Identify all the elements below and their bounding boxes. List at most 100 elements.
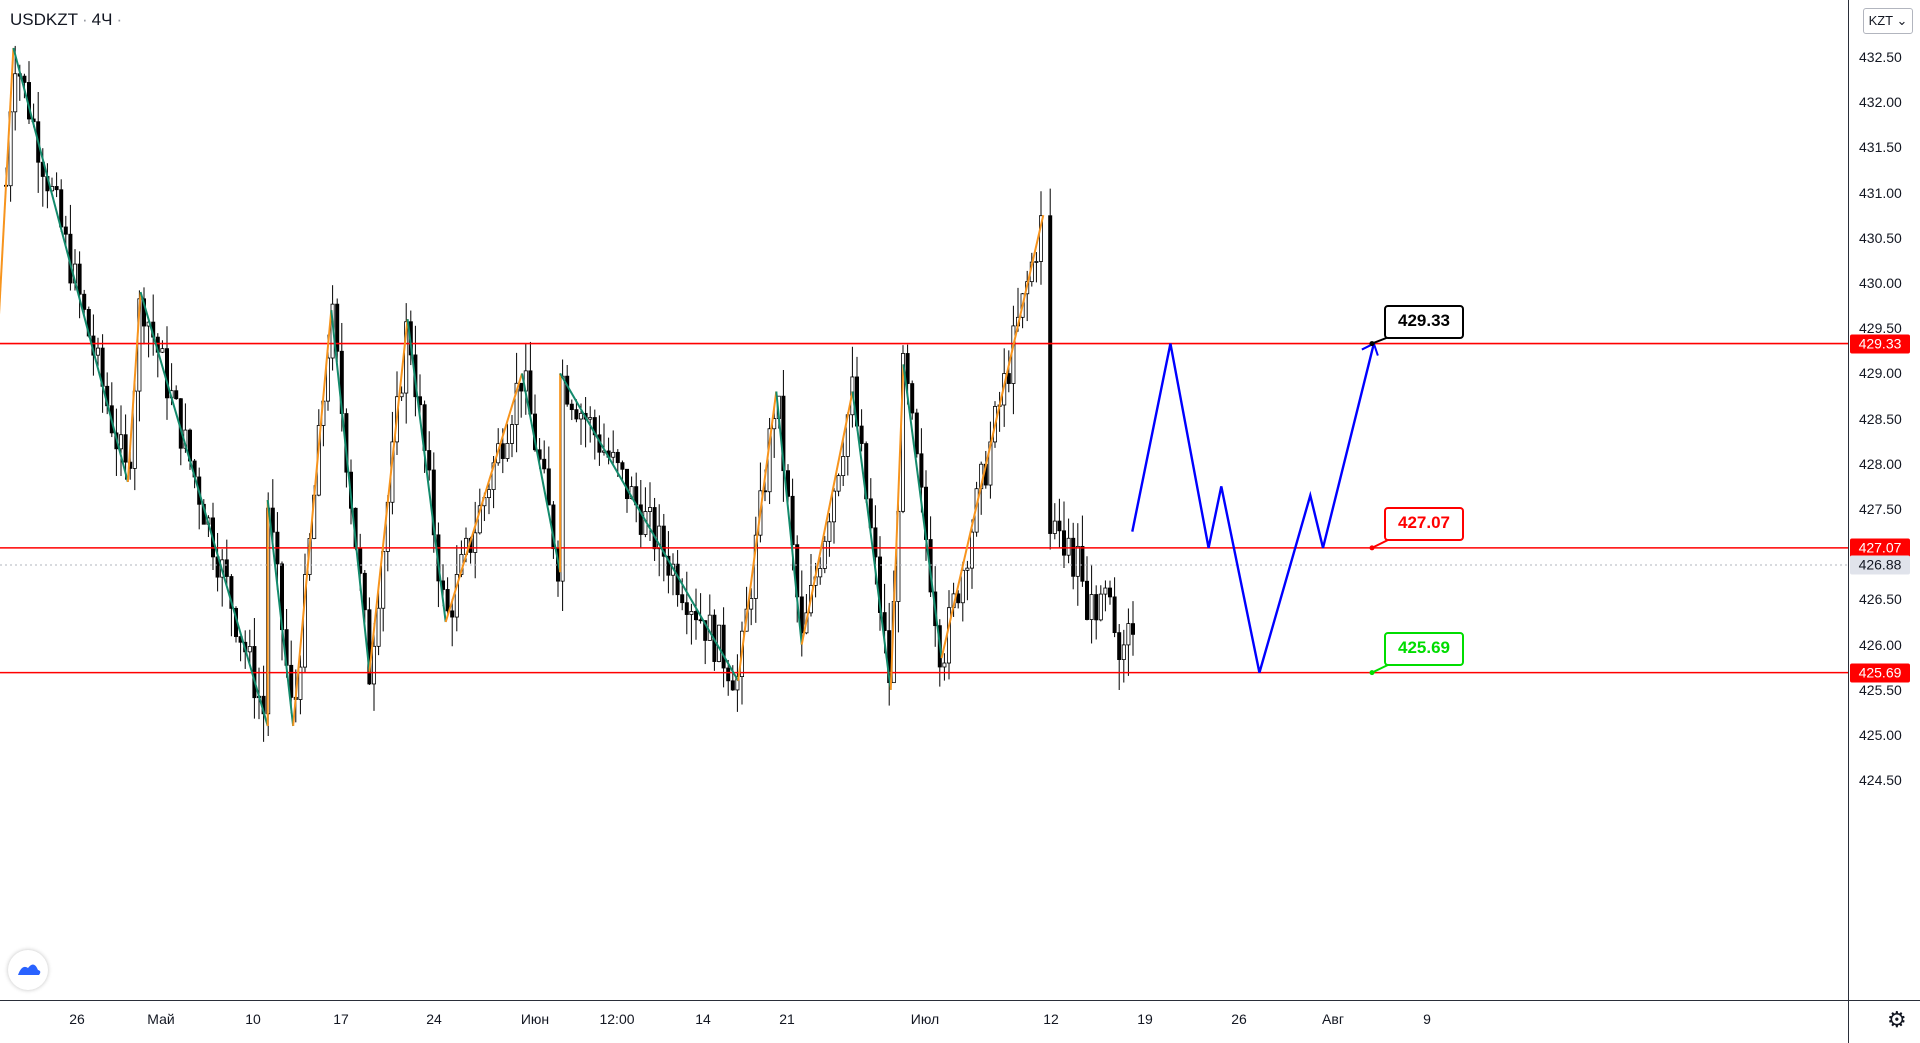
- price-tick-label: 430.50: [1859, 229, 1902, 246]
- candle-body-78: [362, 572, 367, 611]
- candle-body-157: [726, 667, 731, 682]
- candle-body-142: [657, 525, 662, 550]
- time-tick-label: 24: [426, 1011, 442, 1027]
- candle-body-108: [500, 443, 505, 459]
- candle-body-178: [822, 540, 827, 569]
- candle-body-81: [376, 607, 381, 647]
- candle-body-205: [947, 607, 952, 664]
- tradingview-logo-icon[interactable]: [8, 950, 48, 990]
- candle-body-121: [560, 375, 565, 582]
- candle-body-58: [270, 507, 275, 533]
- candle-body-151: [698, 619, 703, 622]
- candle-body-158: [730, 680, 735, 691]
- candle-body-143: [661, 525, 666, 557]
- level-price-badge: 427.07: [1850, 538, 1910, 558]
- candle-body-87: [404, 321, 409, 394]
- legend-separator: ·: [82, 10, 88, 29]
- callout-425-69[interactable]: 425.69: [1384, 632, 1464, 666]
- zigzag-segment-11: [521, 373, 562, 573]
- zigzag-segment-7: [330, 310, 371, 672]
- level-price-badge: 425.69: [1850, 663, 1910, 683]
- candle-body-159: [735, 676, 740, 691]
- candle-body-34: [160, 348, 165, 353]
- callout-427-07[interactable]: 427.07: [1384, 507, 1464, 541]
- price-axis[interactable]: KZT ⌄ 432.50 432.00 431.50 431.00 430.50 430.…: [1848, 0, 1920, 1000]
- time-tick-label: 12: [1043, 1011, 1059, 1027]
- time-tick-label: 10: [245, 1011, 261, 1027]
- markers-layer: [1369, 334, 1395, 676]
- candle-body-229: [1062, 530, 1067, 556]
- candle-body-48: [224, 559, 229, 577]
- price-tick-label: 428.00: [1859, 455, 1902, 472]
- candle-body-102: [473, 532, 478, 553]
- time-tick-label: 14: [695, 1011, 711, 1027]
- candle-body-105: [486, 489, 491, 499]
- time-tick-label: Июн: [520, 1011, 550, 1027]
- time-tick-label: Авг: [1322, 1011, 1344, 1027]
- price-tick-label: 427.50: [1859, 501, 1902, 517]
- levels-layer: [0, 342, 1848, 674]
- candle-body-17: [82, 293, 87, 310]
- candle-body-123: [569, 403, 574, 411]
- candle-body-153: [707, 614, 712, 641]
- candle-body-198: [914, 412, 919, 455]
- time-tick-label: 12:00: [599, 1011, 635, 1027]
- candle-body-237: [1098, 593, 1103, 621]
- candles-layer: [4, 45, 1136, 742]
- price-tick-label: 429.00: [1859, 365, 1902, 382]
- chart-area[interactable]: USDKZT · 4Ч · 429.33 427.07 425.69: [0, 0, 1848, 1000]
- candle-body-224: [1034, 261, 1039, 263]
- time-tick-label: 26: [69, 1011, 85, 1027]
- candle-body-173: [799, 596, 804, 634]
- zigzag-segment-1: [12, 47, 129, 483]
- candle-body-182: [841, 456, 846, 477]
- candle-body-2: [13, 73, 18, 113]
- candle-body-197: [910, 383, 915, 414]
- legend-interval[interactable]: 4Ч: [91, 10, 113, 29]
- candle-body-62: [289, 664, 294, 698]
- candle-body-181: [836, 475, 841, 492]
- zigzag-segment-0: [0, 47, 15, 315]
- candle-body-162: [749, 598, 754, 610]
- candle-body-177: [818, 568, 823, 578]
- price-tick-label: 425.00: [1859, 727, 1902, 743]
- candle-body-109: [505, 443, 510, 459]
- legend-symbol[interactable]: USDKZT: [10, 10, 78, 29]
- price-chart[interactable]: [0, 0, 1848, 1000]
- price-tick-label: 429.50: [1859, 320, 1902, 337]
- chart-legend[interactable]: USDKZT · 4Ч ·: [10, 10, 126, 30]
- price-tick-label: 425.50: [1859, 681, 1902, 698]
- callout-anchor-1: [1369, 545, 1375, 551]
- zigzag-segment-17: [851, 391, 892, 690]
- zigzag-segment-10: [444, 373, 523, 623]
- time-tick-label: Июл: [910, 1011, 940, 1027]
- candle-body-35: [164, 348, 169, 399]
- candle-body-156: [721, 624, 726, 669]
- price-tick-label: 426.50: [1859, 591, 1902, 608]
- price-tick-label: 424.50: [1859, 772, 1902, 789]
- candle-body-144: [666, 555, 671, 576]
- time-axis[interactable]: 26 Май 10 17 24 Июн 12:00 14 21 Июл 12 19 26 Авг 9: [0, 1000, 1848, 1043]
- candle-body-11: [54, 186, 59, 191]
- candle-body-196: [905, 353, 910, 384]
- candle-body-98: [454, 573, 459, 618]
- candle-body-207: [956, 593, 961, 604]
- gear-icon[interactable]: ⚙: [1887, 1007, 1907, 1032]
- candle-body-233: [1080, 545, 1085, 582]
- callout-429-33[interactable]: 429.33: [1384, 305, 1464, 339]
- candle-body-234: [1085, 580, 1090, 620]
- chevron-down-icon: ⌄: [1896, 13, 1908, 28]
- projection-layer: [1131, 342, 1379, 673]
- candle-body-132: [611, 451, 616, 458]
- price-tick-label: 426.00: [1859, 636, 1902, 653]
- candle-body-138: [638, 504, 643, 535]
- currency-button[interactable]: KZT ⌄: [1863, 8, 1913, 34]
- current-price-badge: 426.88: [1850, 555, 1910, 575]
- candle-body-238: [1103, 587, 1108, 595]
- candle-body-235: [1089, 594, 1094, 620]
- candle-body-127: [588, 417, 593, 420]
- candle-body-239: [1108, 587, 1113, 598]
- candle-body-209: [965, 567, 970, 571]
- projection-path: [1131, 343, 1376, 673]
- candle-body-242: [1121, 644, 1126, 660]
